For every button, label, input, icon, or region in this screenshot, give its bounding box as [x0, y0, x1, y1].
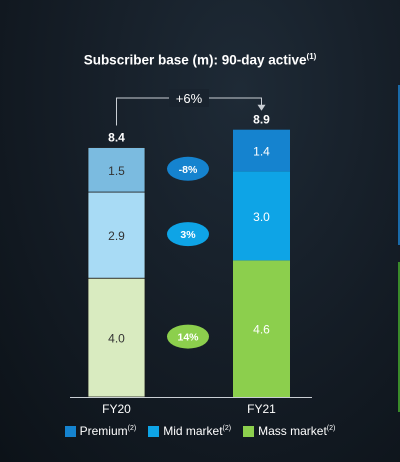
legend: Premium(2) Mid market(2) Mass market(2): [0, 424, 400, 438]
change-badge-mid-market: [167, 222, 209, 247]
title-footnote: (1): [306, 52, 317, 61]
x-tick-label-fy20: FY20: [102, 402, 131, 416]
legend-label-mass-market: Mass market(2): [258, 424, 336, 438]
bar-fy20-mass-market: [87, 277, 146, 398]
data-label-fy20-mass-market: 4.0: [108, 332, 125, 346]
growth-label-bg: [169, 89, 209, 107]
stacked-bar-chart: 4.0 2.9 1.5 8.4 FY20 4.6 3.0 1.4 8.9 FY21 +6% -8% 3%…: [70, 89, 312, 416]
data-label-fy21-premium: 1.4: [253, 144, 270, 158]
legend-item-mid-market: Mid market(2): [148, 424, 231, 438]
edge-accent-line: [398, 85, 400, 245]
legend-swatch-mid-market: [148, 425, 160, 437]
bar-fy21-premium: [233, 129, 290, 172]
growth-arrow-head: [257, 104, 266, 111]
total-label-fy20: 8.4: [108, 131, 125, 145]
chart-title-text: Subscriber base (m): 90-day active: [83, 52, 307, 68]
total-label-fy21: 8.9: [253, 113, 270, 127]
chart-title: Subscriber base (m): 90-day active(1): [0, 52, 400, 68]
edge-accent-line-green: [398, 262, 400, 412]
legend-item-mass-market: Mass market(2): [243, 424, 335, 438]
data-label-fy21-mass-market: 4.6: [253, 323, 270, 337]
growth-label: +6%: [176, 91, 203, 106]
data-label-fy20-premium: 1.5: [108, 164, 125, 178]
legend-swatch-premium: [64, 425, 76, 437]
data-label-fy20-mid-market: 2.9: [108, 229, 125, 243]
change-badge-label-mid-market: 3%: [180, 229, 196, 241]
legend-item-premium: Premium(2): [64, 424, 137, 438]
legend-swatch-mass-market: [243, 425, 255, 437]
change-badge-label-mass-market: 14%: [177, 332, 199, 344]
x-tick-label-fy21: FY21: [247, 402, 276, 416]
change-badge-mass-market: [167, 324, 209, 349]
data-label-fy21-mid-market: 3.0: [253, 210, 270, 224]
legend-label-mid-market: Mid market(2): [163, 424, 232, 438]
legend-label-premium: Premium(2): [79, 424, 137, 438]
bar-fy21-mid-market: [233, 171, 290, 261]
change-badge-label-premium: -8%: [179, 164, 198, 176]
change-badge-premium: [167, 156, 209, 181]
bar-fy20-premium: [87, 147, 146, 193]
bar-fy21-mass-market: [233, 260, 290, 397]
